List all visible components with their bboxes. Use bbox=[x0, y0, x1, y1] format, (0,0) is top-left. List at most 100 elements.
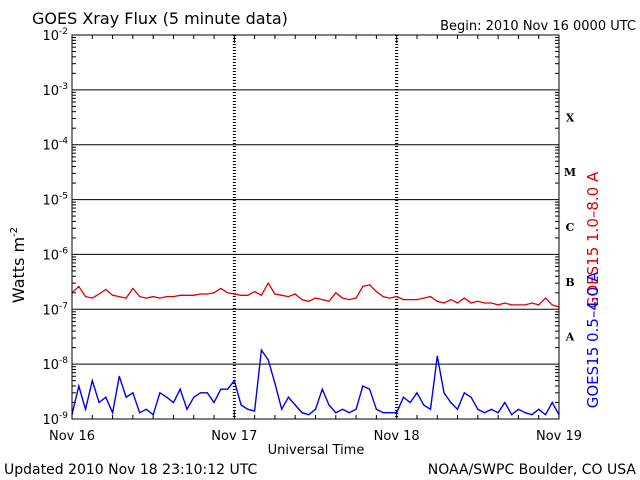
series-short-point bbox=[294, 404, 296, 406]
y-tick-base: 10 bbox=[42, 303, 59, 318]
series-long-point bbox=[260, 294, 262, 296]
series-short-point bbox=[551, 401, 553, 404]
series-long-point bbox=[511, 304, 513, 306]
y-tick-exponent: -6 bbox=[59, 246, 68, 256]
y-axis-label-text: Watts m bbox=[9, 237, 28, 303]
series-long-point bbox=[544, 297, 547, 299]
flare-class-label: M bbox=[564, 166, 576, 179]
series-long-point bbox=[294, 293, 296, 295]
series-long-point bbox=[463, 297, 465, 299]
series-long-point bbox=[111, 294, 114, 296]
flare-class-label: A bbox=[565, 331, 575, 344]
series-short-point bbox=[517, 408, 520, 410]
y-axis-label: Watts m-2 bbox=[9, 227, 28, 303]
series-short-point bbox=[389, 412, 391, 414]
series-long-point bbox=[355, 297, 357, 299]
series-long-point bbox=[551, 304, 553, 306]
y-tick-exponent: -7 bbox=[59, 301, 68, 311]
series-short-point bbox=[166, 396, 168, 398]
series-long-point bbox=[456, 302, 459, 304]
y-tick-base: 10 bbox=[42, 194, 59, 209]
grid-lines bbox=[71, 35, 560, 419]
y-tick-label: 10-6 bbox=[42, 246, 68, 263]
series-short-point bbox=[105, 396, 107, 398]
y-tick-label: 10-8 bbox=[42, 356, 68, 373]
series-short-point bbox=[308, 414, 310, 416]
series-long-point bbox=[483, 302, 486, 304]
series-long-point bbox=[328, 300, 330, 302]
series-long-point bbox=[152, 296, 154, 298]
series-short-point bbox=[91, 380, 93, 382]
y-tick-exponent: -2 bbox=[59, 27, 68, 37]
series-short-point bbox=[531, 414, 533, 416]
series-long-point bbox=[497, 304, 499, 306]
flare-class-label: C bbox=[566, 221, 575, 234]
series-long-point bbox=[132, 287, 134, 290]
series-long-point bbox=[226, 292, 229, 294]
x-tick-label: Nov 17 bbox=[211, 429, 257, 444]
y-tick-base: 10 bbox=[42, 29, 59, 44]
series-long-point bbox=[172, 296, 175, 298]
series-short-point bbox=[355, 408, 357, 410]
y-tick-label: 10-5 bbox=[42, 192, 68, 209]
begin-label: Begin: 2010 Nov 16 0000 UTC bbox=[440, 19, 636, 34]
plot-frame bbox=[71, 34, 560, 420]
series-short-point bbox=[274, 382, 276, 384]
series-short-point bbox=[409, 401, 411, 404]
series-short-point bbox=[78, 385, 80, 387]
series-short-point bbox=[416, 392, 418, 394]
series-long-point bbox=[538, 304, 540, 306]
series-long-point bbox=[470, 302, 472, 304]
series-short-point bbox=[132, 392, 134, 394]
series-short-point bbox=[443, 392, 445, 394]
series-long-point bbox=[287, 296, 290, 298]
series-short-point bbox=[220, 388, 222, 390]
series-long-point bbox=[450, 299, 452, 301]
series-short-point bbox=[179, 388, 181, 390]
series-short-point bbox=[524, 412, 526, 414]
series-short-point bbox=[172, 401, 175, 404]
x-tick-labels: Nov 16 Nov 17 Nov 18 Nov 19 bbox=[49, 429, 582, 444]
series-short-point bbox=[463, 392, 465, 394]
flare-class-label: B bbox=[565, 276, 574, 289]
series-long-point bbox=[274, 293, 276, 295]
series-short-point bbox=[511, 414, 513, 416]
series-long-point bbox=[159, 297, 161, 299]
series-short-point bbox=[382, 412, 384, 414]
series-long-point bbox=[416, 299, 418, 301]
legend-long-label: GOES15 1.0–8.0 A bbox=[584, 171, 602, 308]
series-long-point bbox=[78, 285, 80, 288]
series-short-point bbox=[436, 355, 438, 357]
series-short-point bbox=[139, 412, 141, 414]
series-long-point bbox=[193, 294, 195, 296]
series-short-point bbox=[504, 401, 506, 404]
series-long-point bbox=[341, 297, 344, 299]
series-long-point bbox=[206, 293, 208, 295]
y-tick-base: 10 bbox=[42, 358, 59, 373]
y-tick-exponent: -9 bbox=[59, 411, 68, 421]
series-layer bbox=[71, 281, 560, 416]
series-short-point bbox=[111, 412, 114, 414]
chart-title: GOES Xray Flux (5 minute data) bbox=[32, 9, 288, 28]
series-short-point bbox=[490, 408, 492, 410]
series-long-point bbox=[335, 292, 337, 294]
series-short-point bbox=[213, 401, 215, 404]
series-short-point bbox=[233, 380, 235, 382]
series-long-point bbox=[267, 282, 269, 284]
y-tick-label: 10-7 bbox=[42, 301, 68, 318]
series-short-point bbox=[98, 401, 100, 404]
series-long-point bbox=[199, 293, 202, 295]
series-short-point bbox=[402, 396, 405, 398]
series-short-point bbox=[335, 412, 337, 414]
y-tick-label: 10-2 bbox=[42, 27, 68, 44]
series-short-point bbox=[369, 388, 371, 390]
series-long-point bbox=[145, 297, 148, 299]
series-long-point bbox=[396, 296, 398, 298]
series-short-point bbox=[456, 408, 459, 410]
series-short-point bbox=[247, 408, 249, 410]
series-long-point bbox=[233, 293, 235, 295]
series-long-point bbox=[348, 299, 350, 301]
series-short-point bbox=[287, 396, 290, 398]
series-short-point bbox=[186, 408, 188, 410]
